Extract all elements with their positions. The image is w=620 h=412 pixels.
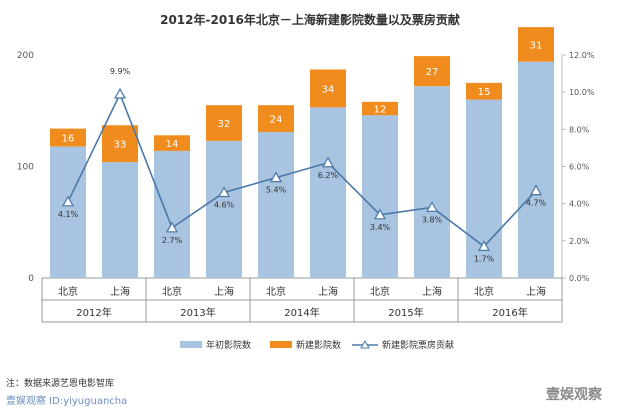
- source-id: 壹娱观察 ID:yiyuguancha: [6, 396, 128, 407]
- x-tick-label: 北京: [162, 285, 182, 298]
- x-tick-label: 上海: [318, 285, 338, 298]
- bar-new: [466, 82, 502, 100]
- bar-new-label: 24: [270, 115, 283, 126]
- legend-swatch-base: [180, 341, 202, 348]
- bar-new-label: 31: [530, 40, 543, 51]
- x-tick-label: 上海: [110, 285, 130, 298]
- bar-base: [258, 131, 294, 278]
- y2-tick-label: 10.0%: [569, 88, 595, 97]
- bar-new-label: 14: [166, 139, 179, 150]
- x-tick-label: 北京: [474, 285, 494, 298]
- bar-new-label: 33: [114, 140, 127, 151]
- line-value-label: 4.1%: [58, 210, 79, 219]
- line-point: [165, 221, 179, 233]
- bar-base: [518, 61, 554, 278]
- line-value-label: 5.4%: [266, 186, 287, 195]
- bar-base: [466, 99, 502, 278]
- line-series: [67, 92, 537, 248]
- line-point: [477, 240, 491, 252]
- footnote: 注：数据来源艺恩电影智库: [6, 379, 115, 389]
- line-point: [529, 184, 543, 196]
- line-value-label: 3.4%: [370, 223, 391, 232]
- year-label: 2015年: [388, 306, 423, 319]
- legend-label-new: 新建影院数: [296, 339, 341, 351]
- bar-new: [102, 125, 138, 163]
- line-point: [425, 201, 439, 212]
- y2-tick-label: 8.0%: [569, 125, 590, 134]
- bar-new-label: 16: [62, 134, 75, 145]
- bar-base: [102, 162, 138, 278]
- legend-swatch-new: [270, 341, 292, 348]
- year-label: 2016年: [492, 306, 527, 319]
- bar-new-label: 15: [478, 87, 491, 98]
- line-point: [217, 186, 231, 198]
- brand-watermark: 壹娱观察: [546, 387, 602, 403]
- line-point: [61, 195, 75, 207]
- line-point: [373, 208, 387, 220]
- bar-new-label: 12: [374, 105, 387, 116]
- y-tick-label: 200: [17, 51, 34, 61]
- year-label: 2014年: [284, 306, 319, 319]
- line-value-label: 9.9%: [110, 67, 131, 76]
- x-tick-label: 北京: [266, 285, 286, 298]
- line-point: [321, 156, 335, 168]
- y2-tick-label: 12.0%: [569, 51, 595, 60]
- bar-new-label: 32: [218, 119, 231, 130]
- bar-new: [414, 56, 450, 87]
- x-tick-label: 上海: [214, 285, 234, 298]
- bar-base: [362, 115, 398, 279]
- line-point: [269, 171, 283, 183]
- y2-tick-label: 6.0%: [569, 163, 590, 172]
- bar-new-label: 34: [322, 84, 335, 95]
- line-value-label: 6.2%: [318, 171, 339, 180]
- y2-tick-label: 2.0%: [569, 237, 590, 246]
- line-value-label: 4.6%: [214, 201, 235, 210]
- line-value-label: 2.7%: [162, 236, 183, 245]
- bar-base: [414, 86, 450, 278]
- bar-new: [206, 105, 242, 141]
- bar-new: [310, 69, 346, 108]
- x-tick-label: 上海: [422, 285, 442, 298]
- line-point: [113, 87, 127, 99]
- chart-title: 2012年-2016年北京－上海新建影院数量以及票房贡献: [160, 12, 460, 27]
- legend-marker-line: [360, 339, 370, 349]
- legend-label-base: 年初影院数: [206, 339, 251, 351]
- line-value-label: 4.7%: [526, 199, 547, 208]
- bar-base: [154, 150, 190, 278]
- line-value-label: 1.7%: [474, 254, 495, 263]
- bar-base: [50, 146, 86, 278]
- year-label: 2012年: [76, 306, 111, 319]
- bar-new: [362, 101, 398, 116]
- y2-tick-label: 4.0%: [569, 200, 590, 209]
- x-tick-label: 北京: [58, 285, 78, 298]
- bar-base: [310, 107, 346, 278]
- year-label: 2013年: [180, 306, 215, 319]
- bar-new: [518, 27, 554, 62]
- y-tick-label: 0: [28, 274, 34, 284]
- y-tick-label: 100: [17, 163, 34, 173]
- bar-new: [154, 135, 190, 151]
- bar-new: [258, 105, 294, 132]
- legend-label-line: 新建影院票房贡献: [382, 339, 454, 351]
- y2-tick-label: 0.0%: [569, 274, 590, 283]
- bar-new-label: 27: [426, 67, 439, 78]
- line-value-label: 3.8%: [422, 215, 443, 224]
- x-tick-label: 上海: [526, 285, 546, 298]
- bar-new: [50, 128, 86, 147]
- bar-base: [206, 140, 242, 278]
- x-tick-label: 北京: [370, 285, 390, 298]
